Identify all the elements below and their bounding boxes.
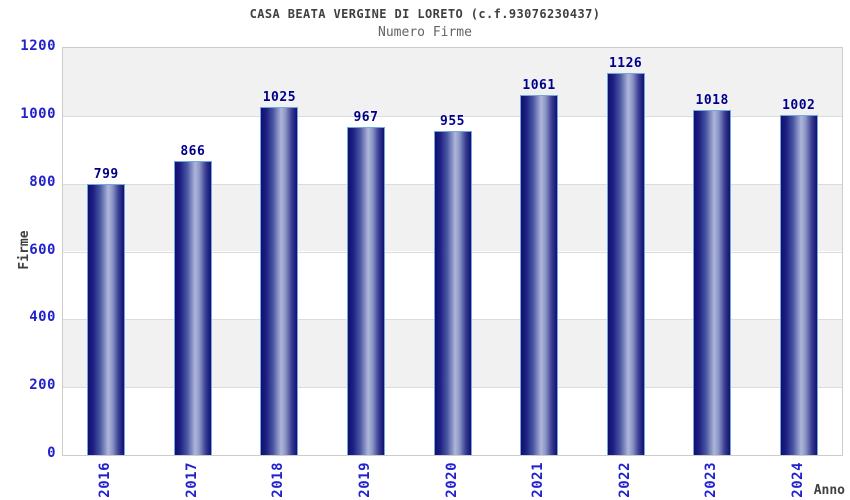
gridline [63, 115, 842, 117]
x-tick-label: 2018 [270, 462, 287, 498]
bar: 866 [173, 144, 212, 455]
bar: 1061 [520, 78, 559, 455]
x-tick-label: 2024 [789, 462, 806, 498]
x-tick-label: 2017 [183, 462, 200, 498]
bar: 1002 [779, 98, 818, 455]
y-tick-label: 0 [47, 445, 56, 461]
x-axis-label: Anno [813, 483, 845, 498]
bar-value-label: 967 [353, 110, 379, 125]
x-tick-label: 2022 [616, 462, 633, 498]
bar: 1126 [606, 56, 645, 455]
bar: 1025 [260, 90, 299, 455]
bar: 799 [87, 167, 126, 455]
plot-area: 799 866 1025 967 955 1061 1126 1018 1002 [62, 47, 843, 456]
bar-value-label: 799 [93, 167, 119, 182]
chart-subtitle: Numero Firme [378, 25, 472, 40]
x-tick-label: 2019 [356, 462, 373, 498]
bar-value-label: 1126 [608, 56, 643, 71]
bar-value-label: 1018 [695, 93, 729, 108]
x-tick-label: 2016 [97, 462, 114, 498]
y-tick-label: 1200 [20, 38, 56, 54]
bar-value-label: 1025 [262, 90, 297, 105]
y-tick-label: 400 [29, 309, 56, 326]
chart-title: CASA BEATA VERGINE DI LORETO (c.f.930762… [249, 7, 601, 21]
bar: 967 [346, 110, 385, 455]
y-tick-label: 800 [29, 173, 56, 190]
bar-value-label: 1002 [782, 98, 816, 113]
bar-value-label: 955 [440, 114, 465, 129]
x-tick-label: 2021 [530, 462, 547, 498]
y-tick-label: 200 [29, 377, 56, 394]
x-tick-label: 2023 [703, 462, 720, 498]
bar: 1018 [693, 93, 732, 455]
bar-value-label: 1061 [522, 78, 556, 93]
bar-value-label: 866 [180, 144, 206, 159]
x-tick-label: 2020 [443, 462, 460, 498]
y-tick-label: 1000 [20, 105, 56, 122]
plot-band [63, 48, 842, 116]
bar: 955 [433, 114, 472, 455]
y-tick-label: 600 [29, 241, 56, 258]
